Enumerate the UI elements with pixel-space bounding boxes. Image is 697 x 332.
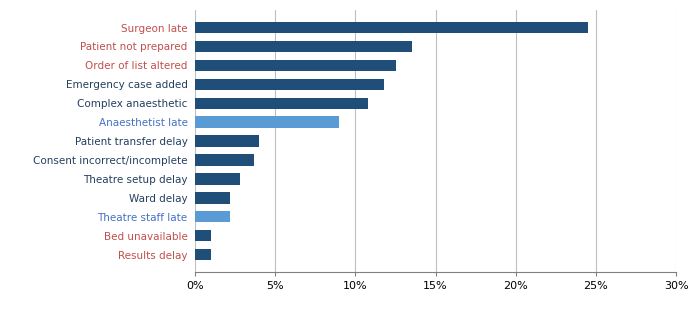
- Bar: [195, 192, 231, 204]
- Bar: [195, 22, 588, 33]
- Bar: [195, 98, 368, 109]
- Bar: [195, 249, 211, 260]
- Bar: [195, 60, 396, 71]
- Bar: [195, 230, 211, 241]
- Bar: [195, 117, 339, 128]
- Bar: [195, 135, 259, 147]
- Bar: [195, 173, 240, 185]
- Bar: [195, 211, 231, 222]
- Bar: [195, 79, 384, 90]
- Bar: [195, 41, 411, 52]
- Bar: [195, 154, 254, 166]
